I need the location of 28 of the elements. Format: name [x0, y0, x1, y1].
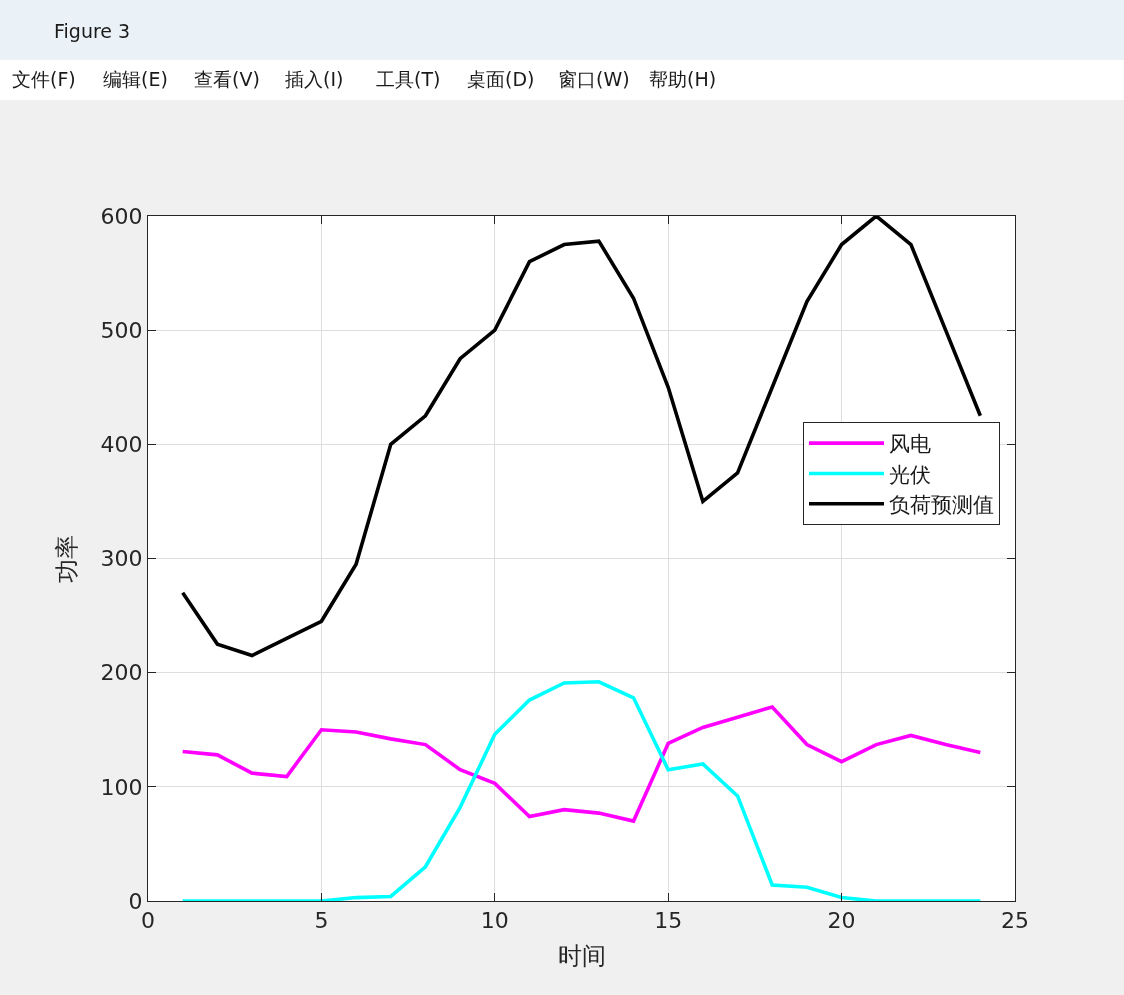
x-tick-label: 10	[480, 908, 509, 934]
legend-label: 负荷预测值	[889, 492, 994, 517]
text: 插入(I)	[285, 68, 344, 90]
y-tick-label: 400	[100, 432, 143, 458]
text: 窗口(W)	[558, 68, 630, 90]
line-series	[180, 705, 983, 823]
y-tick-label: 600	[100, 203, 143, 229]
y-tick-label: 0	[128, 888, 143, 914]
y-axis-title: 功率	[52, 534, 81, 583]
y-tick-label: 100	[100, 774, 143, 800]
legend-label: 光伏	[889, 462, 931, 487]
text: 文件(F)	[12, 68, 76, 90]
x-tick-label: 5	[314, 908, 329, 934]
text: 编辑(E)	[103, 68, 168, 90]
text: 帮助(H)	[649, 68, 717, 90]
text: 工具(T)	[376, 68, 441, 90]
x-axis-title: 时间	[557, 941, 606, 970]
y-tick-label: 300	[100, 546, 143, 572]
text: 查看(V)	[194, 68, 260, 90]
line-series	[180, 680, 983, 901]
legend-label: 风电	[889, 432, 931, 457]
caption: Figure 3	[54, 20, 131, 42]
x-tick-label: 25	[1001, 908, 1029, 934]
text: 桌面(D)	[467, 68, 535, 90]
x-tick-label: 20	[827, 908, 856, 934]
y-tick-label: 500	[100, 317, 143, 343]
x-tick-label: 15	[654, 908, 683, 934]
y-tick-label: 200	[100, 660, 143, 686]
